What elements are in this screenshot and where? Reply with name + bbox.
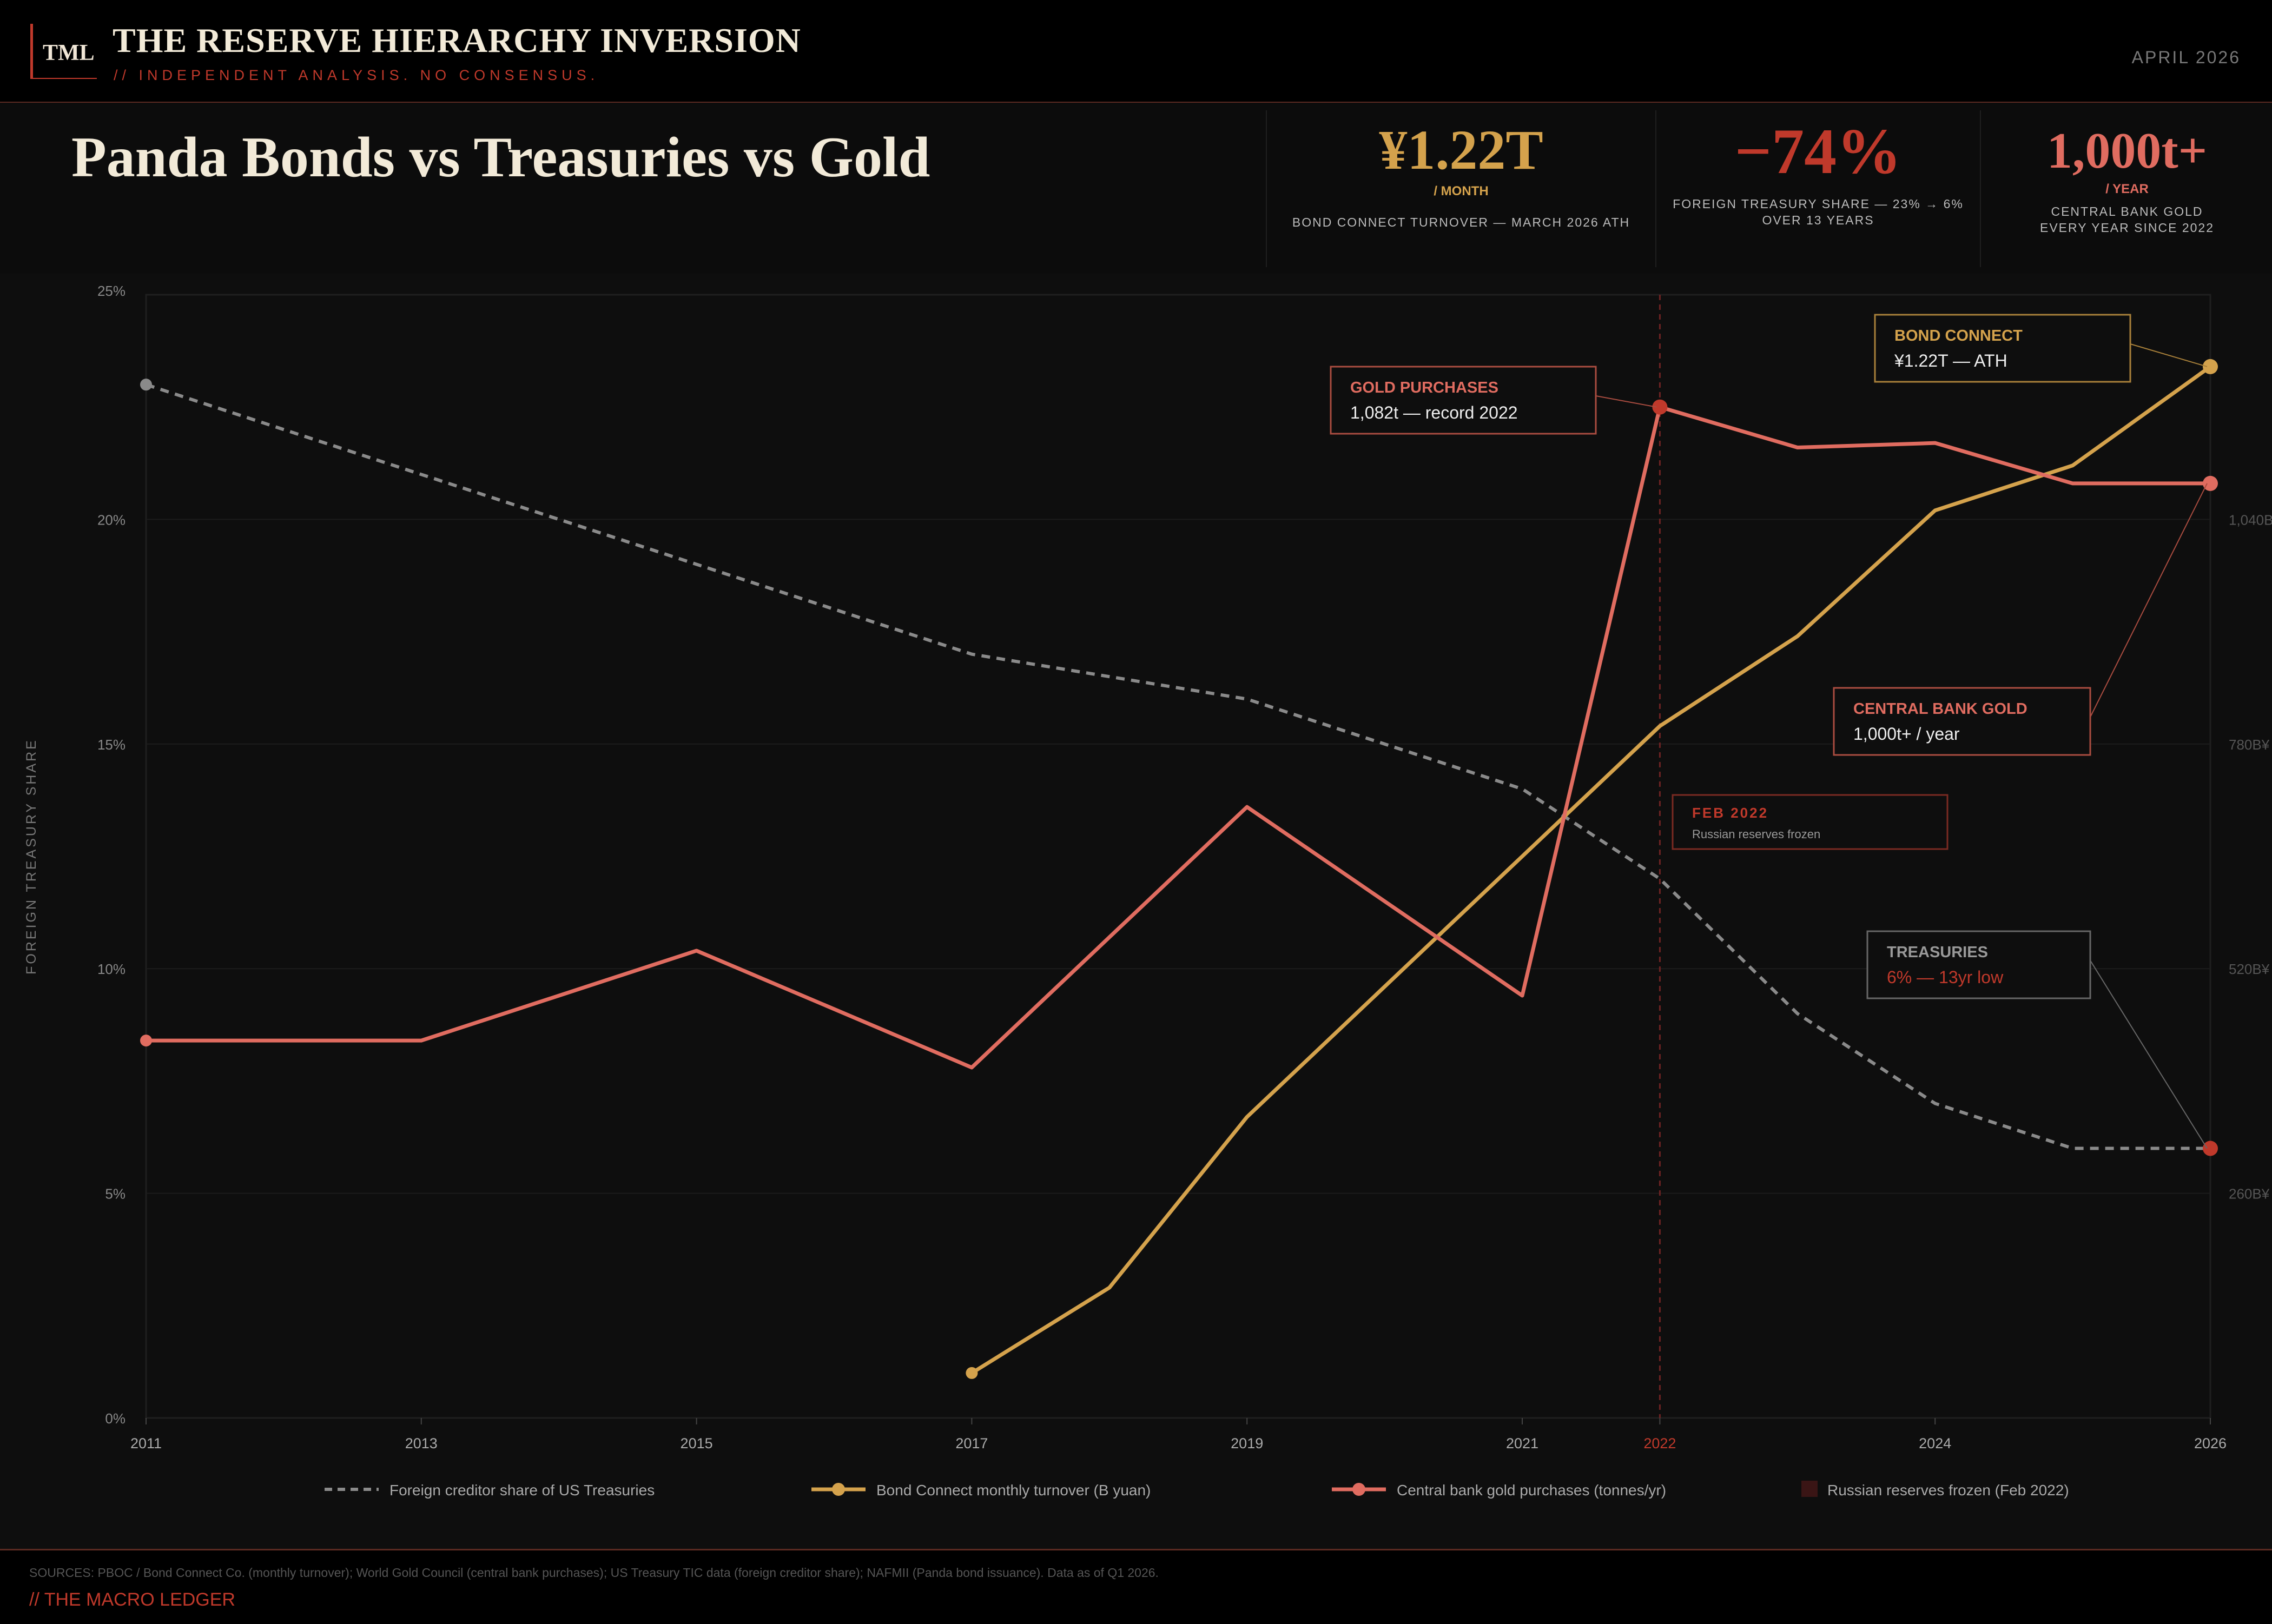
stat-description: BOND CONNECT TURNOVER — MARCH 2026 ATH (1267, 214, 1655, 230)
y-tick-label: 20% (97, 512, 126, 528)
y-axis-title: FOREIGN TREASURY SHARE (24, 738, 39, 975)
stat-unit: / MONTH (1434, 184, 1489, 198)
bond-connect-line (970, 365, 2212, 1375)
stat-unit: / YEAR (2105, 182, 2149, 196)
annotation-box-gold-purchases (1330, 366, 1597, 435)
y-tick-label: 25% (97, 283, 126, 299)
stat-desc-line: CENTRAL BANK GOLD (2051, 204, 2203, 218)
annotation-text: 6% — 13yr low (1887, 967, 2004, 987)
legend-label: Bond Connect monthly turnover (B yuan) (876, 1482, 1151, 1499)
annotation-text: Russian reserves frozen (1692, 827, 1820, 841)
y-tick-label: 5% (105, 1186, 126, 1202)
logo-text: TML (43, 41, 95, 65)
brand-logo: TML (30, 24, 97, 79)
header-bar: TML THE RESERVE HIERARCHY INVERSION // I… (0, 0, 2272, 103)
legend-label: Central bank gold purchases (tonnes/yr) (1397, 1482, 1666, 1499)
brand-title: THE RESERVE HIERARCHY INVERSION (113, 21, 801, 59)
y-tick-label: 15% (97, 737, 126, 753)
publish-date: APRIL 2026 (2131, 48, 2241, 67)
annotation-box-feb-2022 (1672, 794, 1949, 850)
annotation-title: FEB 2022 (1692, 805, 1768, 821)
stat-desc-line: BOND CONNECT TURNOVER — MARCH 2026 ATH (1292, 215, 1630, 229)
footer-bar: SOURCES: PBOC / Bond Connect Co. (monthl… (0, 1549, 2272, 1624)
x-tick-label: 2022 (1643, 1435, 1676, 1451)
plot-frame (145, 294, 2211, 1419)
bond-connect-start-point (966, 1367, 978, 1379)
gold-peak-point (1652, 399, 1668, 415)
annotation-title: CENTRAL BANK GOLD (1853, 700, 2027, 718)
chart: 0% 5% 10% 15% 20% 25% 260B¥ 520B¥ 780B¥ 1,040B¥ FO… (24, 283, 2272, 1499)
annotation-box-central-bank-gold (1833, 687, 2091, 756)
legend-label: Russian reserves frozen (Feb 2022) (1827, 1482, 2069, 1499)
y-tick-label: 0% (105, 1410, 126, 1427)
annotation-text: ¥1.22T — ATH (1894, 351, 2007, 370)
stat-description: FOREIGN TREASURY SHARE — 23% → 6% OVER 1… (1656, 196, 1980, 228)
brand-subtitle: // INDEPENDENT ANALYSIS. NO CONSENSUS. (114, 67, 599, 83)
x-tick-label: 2015 (681, 1435, 713, 1451)
treasury-share-start-point (140, 379, 152, 391)
annotation-leader-line (2090, 960, 2208, 1149)
hero-panel: Panda Bonds vs Treasuries vs Gold ¥1.22T… (0, 103, 2272, 275)
gold-purchases-start-point (140, 1035, 152, 1047)
annotation-title: BOND CONNECT (1894, 327, 2023, 344)
x-tick-label: 2021 (1506, 1435, 1538, 1451)
legend-label: Foreign creditor share of US Treasuries (389, 1482, 655, 1499)
footer-brand: // THE MACRO LEDGER (29, 1589, 235, 1610)
annotation-leader-line (2130, 343, 2208, 367)
gold-purchases-end-point (2203, 475, 2218, 491)
y-tick-label: 10% (97, 961, 126, 977)
stat-treasury-share: −74% FOREIGN TREASURY SHARE — 23% → 6% O… (1655, 110, 1980, 267)
annotation-title: TREASURIES (1887, 944, 1988, 961)
legend-swatch-dot (832, 1483, 845, 1496)
y-right-tick-label: 780B¥ (2229, 737, 2270, 753)
stat-description: CENTRAL BANK GOLD EVERY YEAR SINCE 2022 (1981, 203, 2272, 236)
annotation-box-treasuries (1866, 930, 2091, 999)
annotation-box-bond-connect (1874, 314, 2131, 383)
bond-connect-end-point (2203, 359, 2218, 374)
x-tick-label: 2024 (1919, 1435, 1951, 1451)
annotation-leader-line (2090, 483, 2208, 718)
stat-value: ¥1.22T (1379, 119, 1543, 181)
stat-value: 1,000t+ (2046, 123, 2208, 179)
stat-desc-line: FOREIGN TREASURY SHARE — 23% → 6% (1673, 197, 1964, 211)
page-title: Panda Bonds vs Treasuries vs Gold (71, 125, 930, 189)
treasury-share-line (146, 383, 2210, 1150)
x-tick-label: 2026 (2194, 1435, 2227, 1451)
annotation-text: 1,000t+ / year (1853, 724, 1960, 744)
stat-value: −74% (1734, 115, 1902, 187)
stat-central-bank-gold: 1,000t+ / YEAR CENTRAL BANK GOLD EVERY Y… (1980, 110, 2272, 267)
x-tick-label: 2011 (130, 1435, 162, 1451)
stat-desc-line: OVER 13 YEARS (1762, 213, 1874, 227)
x-tick-label: 2019 (1231, 1435, 1263, 1451)
sources-note: SOURCES: PBOC / Bond Connect Co. (monthl… (29, 1566, 1159, 1580)
legend-swatch-square (1801, 1481, 1818, 1497)
stat-bond-connect: ¥1.22T / MONTH BOND CONNECT TURNOVER — M… (1266, 110, 1655, 267)
x-tick-label: 2013 (405, 1435, 438, 1451)
legend-swatch-dot (1352, 1483, 1365, 1496)
annotation-leader-line (1595, 395, 1657, 408)
y-right-tick-label: 1,040B¥ (2229, 512, 2272, 528)
annotation-text: 1,082t — record 2022 (1350, 403, 1518, 422)
x-tick-label: 2017 (955, 1435, 988, 1451)
annotation-title: GOLD PURCHASES (1350, 379, 1498, 396)
y-right-tick-label: 520B¥ (2229, 961, 2270, 977)
y-right-tick-label: 260B¥ (2229, 1186, 2270, 1202)
treasury-share-end-point (2203, 1141, 2218, 1156)
stat-desc-line: EVERY YEAR SINCE 2022 (2040, 221, 2214, 235)
gold-purchases-line (146, 405, 2210, 1070)
